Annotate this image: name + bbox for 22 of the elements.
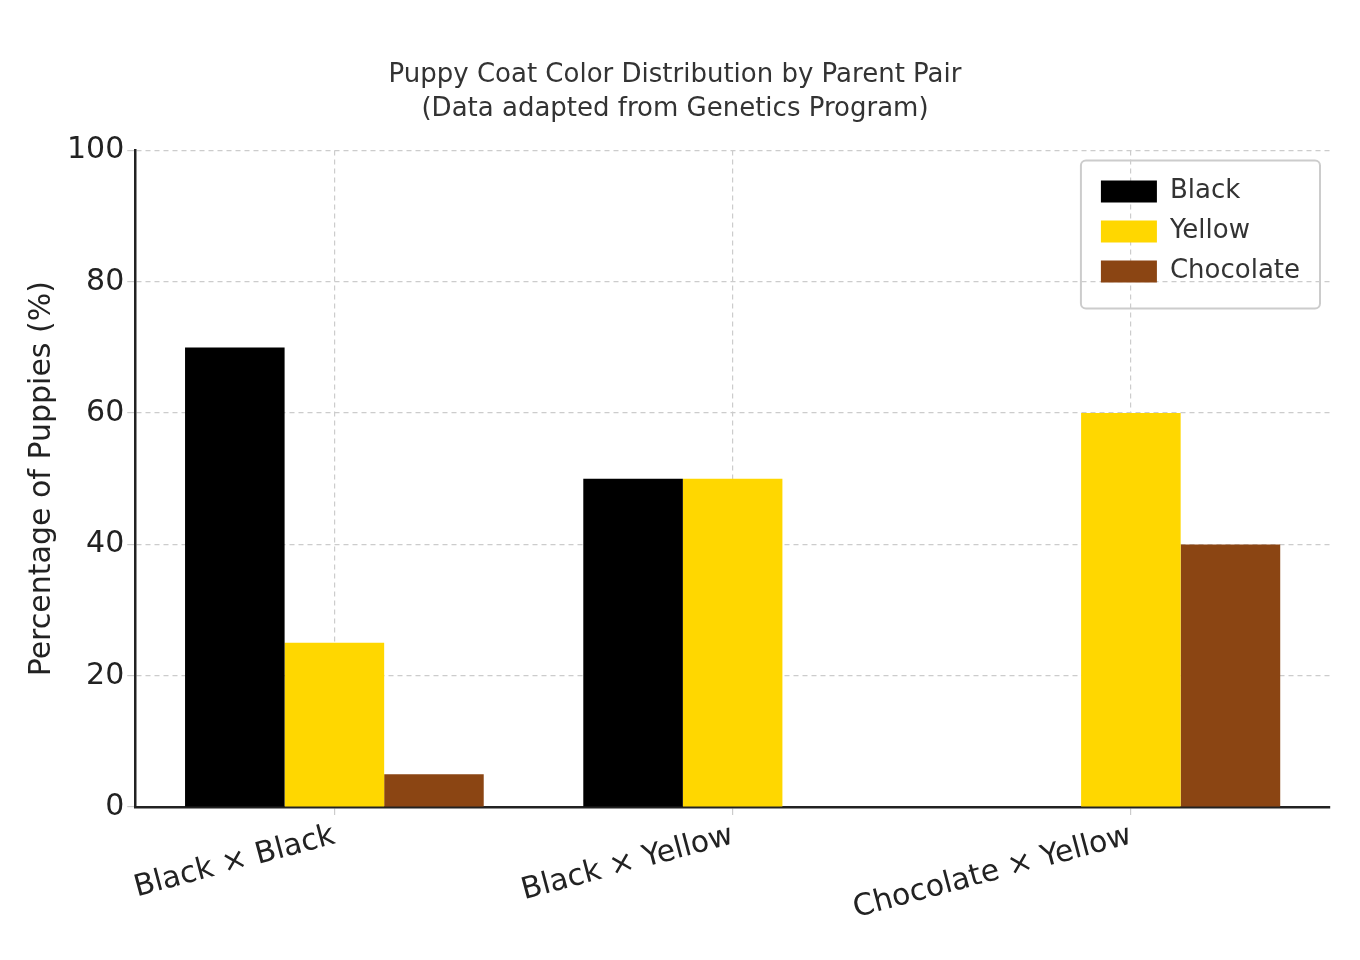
- bar: [1180, 544, 1281, 807]
- chart-subtitle: (Data adapted from Genetics Program): [421, 91, 929, 122]
- y-tick-label: 0: [105, 786, 125, 822]
- bar: [583, 478, 683, 807]
- legend-label: Yellow: [1168, 214, 1250, 245]
- y-tick-label: 20: [86, 655, 125, 691]
- chart-title: Puppy Coat Color Distribution by Parent Pair: [388, 58, 962, 89]
- y-tick-label: 60: [86, 392, 125, 428]
- bar: [384, 774, 484, 807]
- x-tick-label: Chocolate × Yellow: [848, 815, 1135, 924]
- legend-label: Black: [1169, 174, 1241, 205]
- bar: [1081, 413, 1181, 807]
- y-tick-label: 100: [67, 130, 125, 166]
- x-tick-label: Black × Yellow: [517, 815, 737, 907]
- y-tick-label: 80: [86, 261, 125, 297]
- legend-label: Chocolate: [1169, 254, 1300, 285]
- bar: [682, 478, 783, 807]
- bar: [284, 642, 385, 807]
- y-axis-title: Percentage of Puppies (%): [21, 281, 57, 677]
- y-tick-label: 40: [86, 524, 125, 560]
- bar: [185, 347, 285, 807]
- x-tick-label: Black × Black: [129, 815, 339, 904]
